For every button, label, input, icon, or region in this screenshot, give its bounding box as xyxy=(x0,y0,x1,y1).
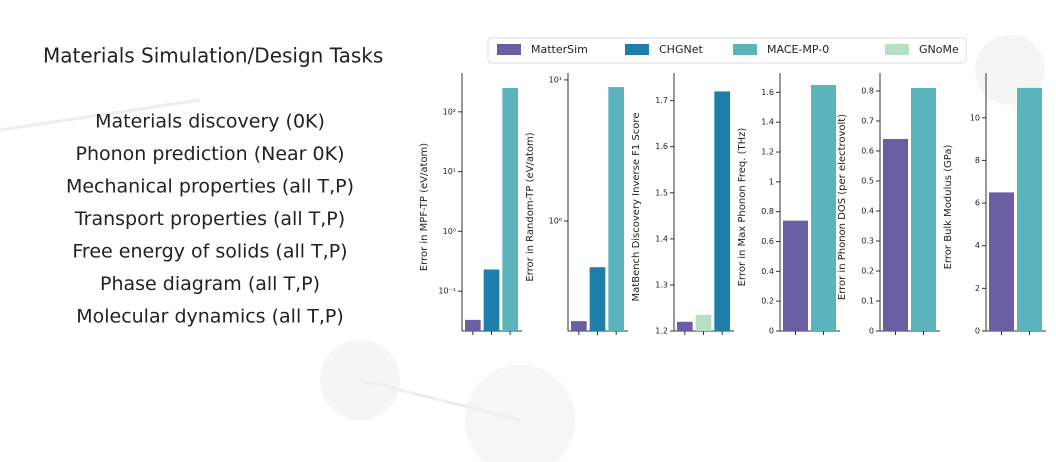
y-tick-label: 0.3 xyxy=(861,237,874,246)
bar xyxy=(695,314,712,331)
y-tick-label: 8 xyxy=(975,156,980,165)
legend-label: MACE-MP-0 xyxy=(767,43,829,56)
y-tick-label: 0.6 xyxy=(761,237,774,246)
bar xyxy=(465,319,481,331)
legend-swatch xyxy=(885,44,909,55)
bar xyxy=(883,139,908,331)
y-tick-label: 1.6 xyxy=(761,88,774,97)
legend-swatch xyxy=(497,44,521,55)
task-item: Transport properties (all T,P) xyxy=(74,208,345,230)
bar xyxy=(714,91,730,331)
y-tick-label: 1.7 xyxy=(655,96,668,105)
y-tick-label: 6 xyxy=(975,199,980,208)
task-item: Phase diagram (all T,P) xyxy=(100,273,320,295)
y-tick-label: 0.7 xyxy=(861,117,874,126)
y-tick-label: 10⁻¹ xyxy=(438,287,456,296)
bar xyxy=(911,88,936,331)
y-tick-label: 1.5 xyxy=(655,188,668,197)
bar xyxy=(571,321,587,331)
bar xyxy=(589,267,606,331)
y-tick-label: 0.8 xyxy=(761,207,774,216)
y-axis-label: Error in Phonon DOS (per electrovolt) xyxy=(837,114,848,300)
y-tick-label: 0.5 xyxy=(861,177,874,186)
legend-label: MatterSim xyxy=(531,43,588,56)
task-item: Materials discovery (0K) xyxy=(95,111,325,133)
y-tick-label: 1.2 xyxy=(655,327,668,336)
y-tick-label: 1.4 xyxy=(761,118,774,127)
slide-title: Materials Simulation/Design Tasks xyxy=(43,44,383,68)
bar xyxy=(811,84,836,331)
y-tick-label: 10¹ xyxy=(549,75,562,84)
y-axis-label: Error in MPF-TP (eV/atom) xyxy=(419,143,430,271)
task-item: Molecular dynamics (all T,P) xyxy=(76,306,344,328)
legend-swatch xyxy=(733,44,757,55)
task-item: Phonon prediction (Near 0K) xyxy=(75,143,344,165)
background xyxy=(0,35,1045,462)
legend-label: CHGNet xyxy=(659,43,703,56)
bar xyxy=(783,220,808,331)
legend-label: GNoMe xyxy=(919,43,959,56)
y-axis-label: Error in Random-TP (eV/atom) xyxy=(525,132,536,281)
y-tick-label: 0.4 xyxy=(761,267,774,276)
y-axis-label: Error Bulk Modulus (GPa) xyxy=(943,145,954,270)
y-tick-label: 0 xyxy=(769,327,774,336)
y-tick-label: 2 xyxy=(975,284,980,293)
task-item: Mechanical properties (all T,P) xyxy=(66,176,354,198)
y-tick-label: 0.6 xyxy=(861,147,874,156)
bar xyxy=(989,192,1014,331)
y-axis-label: MatBench Discovery Inverse F1 Score xyxy=(631,113,642,302)
legend-box xyxy=(487,37,967,64)
y-tick-label: 4 xyxy=(975,241,980,250)
y-tick-label: 1.4 xyxy=(655,234,668,243)
y-tick-label: 0.2 xyxy=(761,297,774,306)
bar xyxy=(608,87,624,331)
y-tick-label: 1.6 xyxy=(655,142,668,151)
legend-swatch xyxy=(625,44,649,55)
y-tick-label: 0.4 xyxy=(861,207,874,216)
task-item: Free energy of solids (all T,P) xyxy=(72,241,347,263)
bar xyxy=(483,269,500,331)
y-tick-label: 10 xyxy=(970,113,980,122)
y-tick-label: 10⁰ xyxy=(443,227,456,236)
y-tick-label: 0 xyxy=(869,327,874,336)
y-tick-label: 0.8 xyxy=(861,87,874,96)
y-tick-label: 0.2 xyxy=(861,267,874,276)
legend: MatterSim CHGNet MACE-MP-0 GNoMe xyxy=(497,43,959,56)
y-axis-label: Error in Max Phonon Freq. (THz) xyxy=(737,128,748,287)
y-tick-label: 0 xyxy=(975,327,980,336)
y-tick-label: 10⁰ xyxy=(549,216,562,225)
bar xyxy=(677,321,693,331)
y-tick-label: 0.1 xyxy=(861,297,874,306)
y-tick-label: 10¹ xyxy=(443,167,456,176)
y-tick-label: 1 xyxy=(769,177,774,186)
bar xyxy=(1017,87,1042,331)
y-tick-label: 1.2 xyxy=(761,148,774,157)
task-list: Materials discovery (0K) Phonon predictio… xyxy=(66,111,354,328)
bar xyxy=(502,87,518,331)
y-tick-label: 10² xyxy=(443,107,456,116)
y-tick-label: 1.3 xyxy=(655,280,668,289)
